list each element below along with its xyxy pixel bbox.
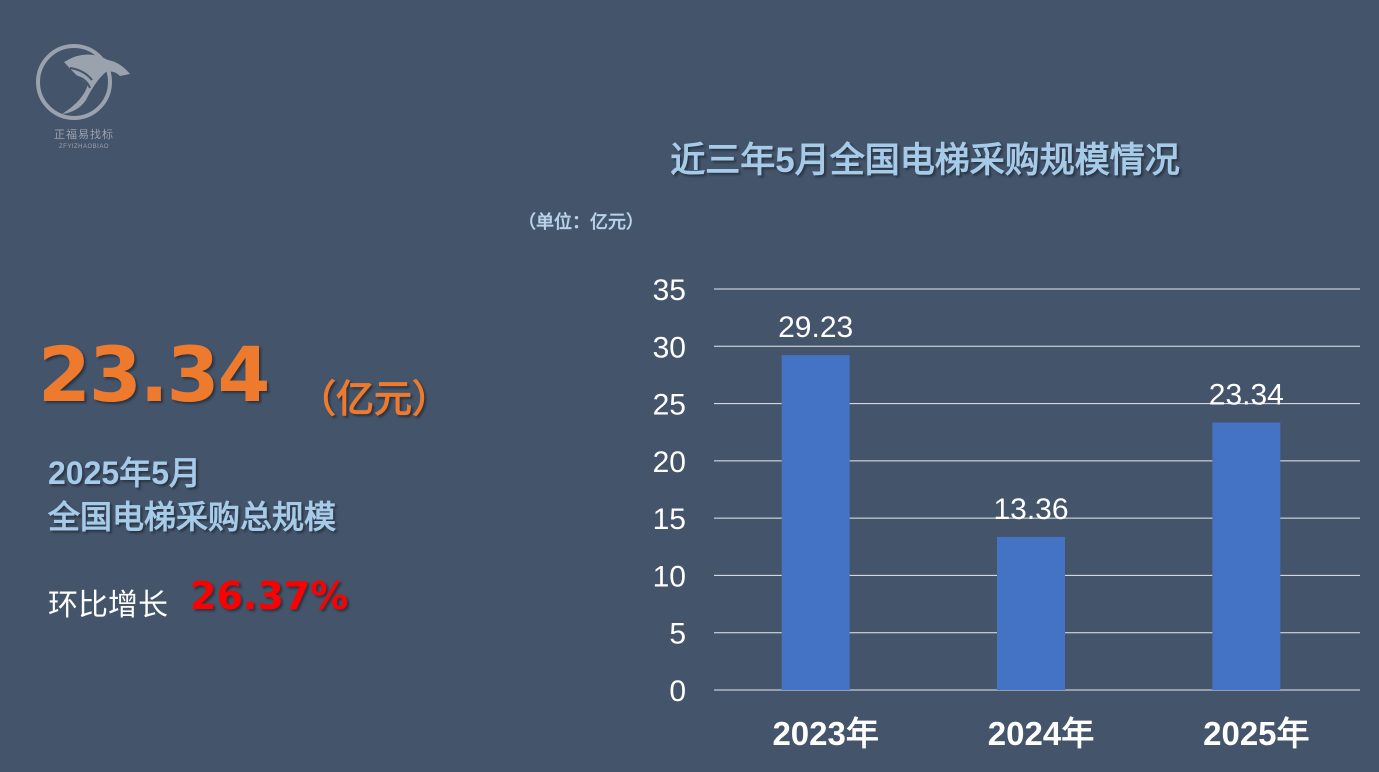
y-tick-label: 5 <box>669 618 686 651</box>
y-tick-label: 0 <box>669 675 686 708</box>
y-tick-label: 20 <box>653 446 686 479</box>
y-tick-label: 25 <box>653 389 686 422</box>
bar <box>781 355 850 690</box>
growth-label: 环比增长 <box>48 589 168 622</box>
y-tick-label: 35 <box>653 274 686 307</box>
headline-value: 23.34 <box>38 330 270 419</box>
y-tick-label: 30 <box>653 331 686 364</box>
unit-label: （单位：亿元） <box>518 212 644 232</box>
summary-description: 全国电梯采购总规模 <box>48 499 337 535</box>
bar <box>997 536 1065 690</box>
logo: 正福易找标 ZFYIZHAOBIAO <box>34 40 134 160</box>
y-tick-label: 15 <box>653 503 686 536</box>
logo-name-en: ZFYIZHAOBIAO <box>58 144 109 150</box>
bar <box>1212 422 1281 690</box>
growth-value: 26.37% <box>190 574 349 618</box>
y-tick-label: 10 <box>653 560 686 593</box>
logo-name-cn: 正福易找标 <box>54 128 114 141</box>
x-tick-label: 2024年 <box>988 715 1094 752</box>
bar-value-label: 23.34 <box>1209 379 1284 412</box>
headline-unit: （亿元） <box>298 379 451 421</box>
x-tick-label: 2025年 <box>1203 715 1309 752</box>
phoenix-logo-icon <box>36 44 130 120</box>
summary-period: 2025年5月 <box>48 455 201 491</box>
bar-value-label: 29.23 <box>778 311 853 344</box>
chart-title: 近三年5月全国电梯采购规模情况 <box>670 141 1180 180</box>
bar-value-label: 13.36 <box>993 493 1068 526</box>
x-tick-label: 2023年 <box>772 715 878 752</box>
